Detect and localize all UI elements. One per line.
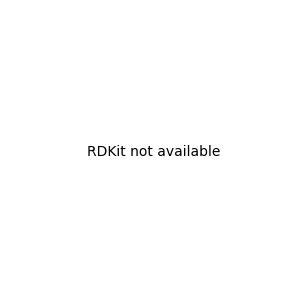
Text: RDKit not available: RDKit not available — [87, 145, 220, 158]
